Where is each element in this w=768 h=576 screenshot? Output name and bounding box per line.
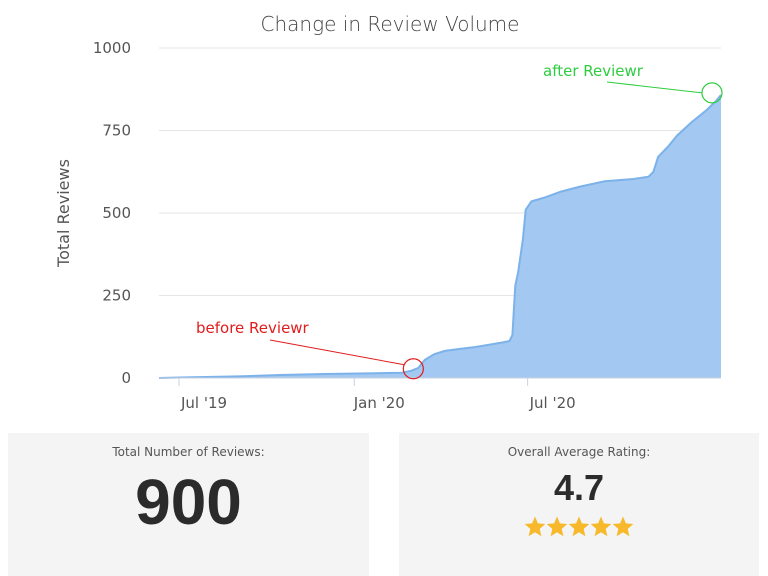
before-reviewr-marker	[402, 358, 424, 380]
x-tick-label: Jul '20	[529, 394, 576, 412]
after-reviewr-label: after Reviewr	[543, 62, 644, 80]
total-reviews-value: 900	[135, 466, 242, 538]
x-tick-label: Jan '20	[353, 394, 405, 412]
review-volume-line	[158, 94, 722, 379]
y-axis-label: Total Reviews	[54, 159, 73, 268]
total-reviews-label: Total Number of Reviews:	[112, 445, 265, 459]
star-rating	[399, 515, 759, 544]
y-tick-label: 500	[102, 204, 131, 222]
total-reviews-card: Total Number of Reviews: 900	[8, 433, 369, 576]
average-rating-value: 4.7	[553, 467, 605, 508]
chart-title: Change in Review Volume	[261, 12, 520, 36]
star-icon	[568, 516, 590, 537]
x-tick-label: Jul '19	[180, 394, 227, 412]
before-reviewr-pointer	[269, 339, 405, 366]
y-tick-label: 1000	[93, 39, 131, 57]
y-tick-label: 0	[121, 369, 131, 387]
star-icon	[612, 516, 634, 537]
y-tick-label: 750	[102, 122, 131, 140]
review-volume-area	[159, 94, 721, 379]
review-volume-chart: Change in Review Volume Total Reviews 0 2…	[54, 12, 723, 412]
star-icon	[546, 516, 568, 537]
y-tick-label: 250	[102, 287, 131, 305]
average-rating-label: Overall Average Rating:	[507, 445, 651, 459]
after-reviewr-pointer	[606, 81, 703, 94]
star-icon	[590, 516, 612, 537]
average-rating-card: Overall Average Rating: 4.7	[399, 433, 759, 576]
star-icon	[524, 516, 546, 537]
after-reviewr-marker	[701, 82, 723, 104]
before-reviewr-label: before Reviewr	[196, 319, 310, 337]
